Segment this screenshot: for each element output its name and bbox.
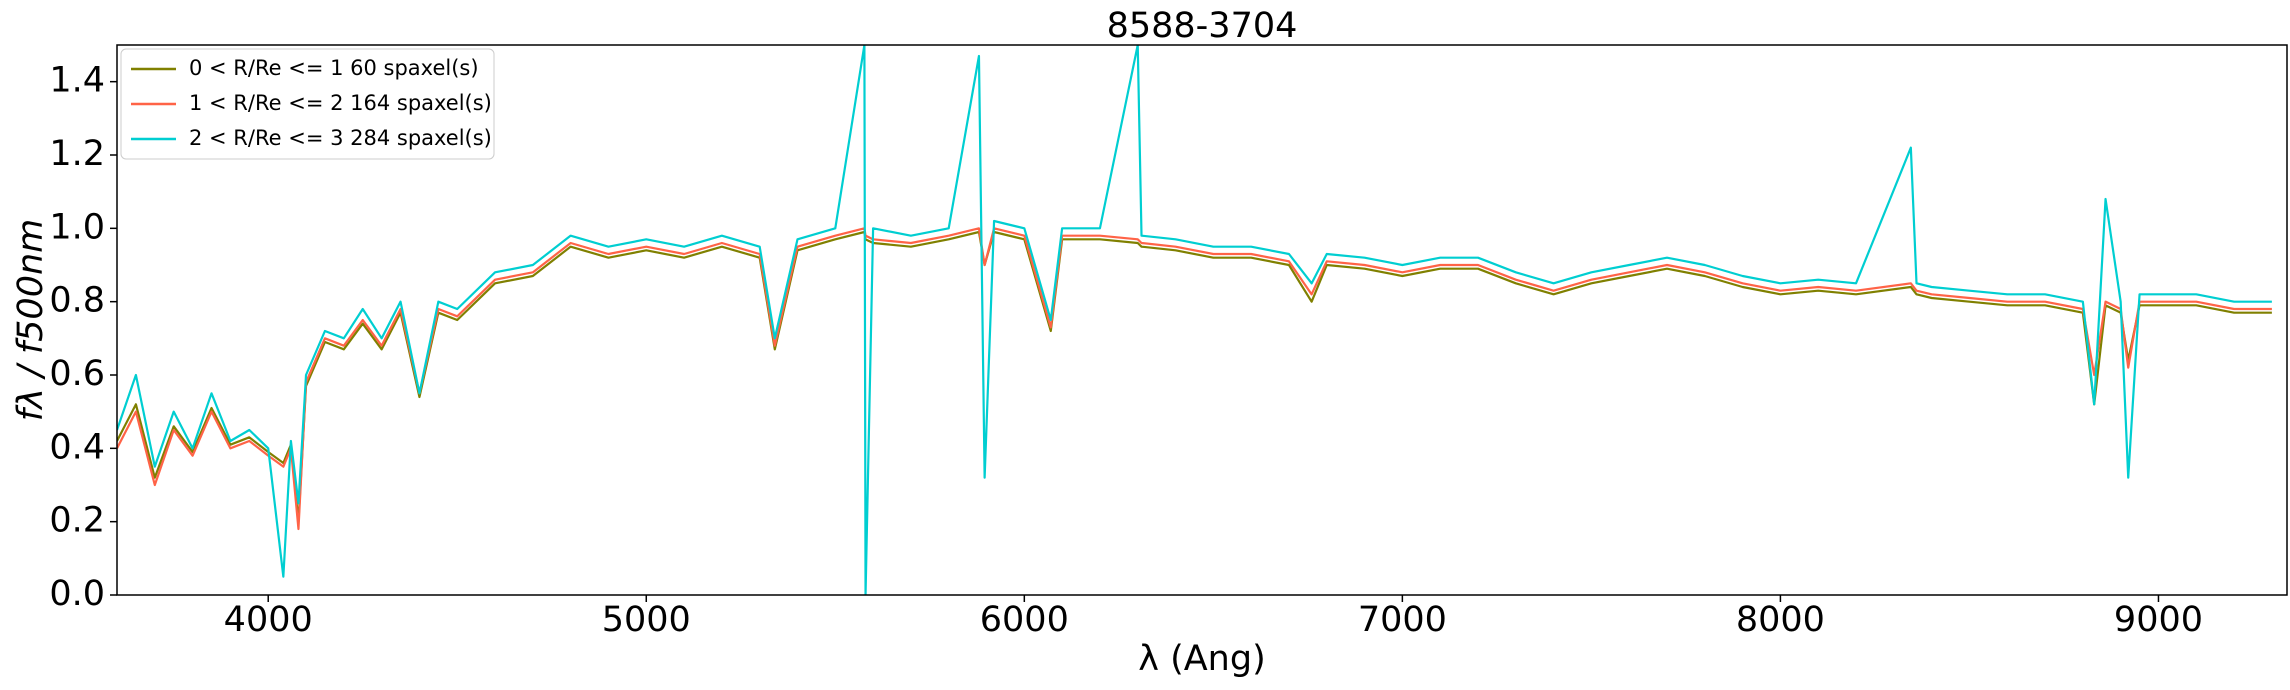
plot-frame — [116, 44, 2288, 596]
y-axis-label: fλ / f500nm — [11, 219, 51, 421]
y-tick-label: 1.2 — [49, 134, 105, 174]
plot-lines — [117, 45, 2272, 595]
y-tick-label: 0.2 — [49, 501, 105, 541]
x-axis-label: λ (Ang) — [1138, 639, 1266, 679]
legend-label: 2 < R/Re <= 3 284 spaxel(s) — [189, 126, 492, 150]
y-tick-label: 0.0 — [49, 574, 105, 614]
legend-label: 0 < R/Re <= 1 60 spaxel(s) — [189, 56, 479, 80]
spectrum-line — [117, 227, 2272, 531]
x-tick-label: 5000 — [602, 600, 691, 640]
x-tick-label: 7000 — [1358, 600, 1447, 640]
x-tick-label: 6000 — [980, 600, 1069, 640]
x-tick-label: 4000 — [224, 600, 313, 640]
chart-title: 8588-3704 — [1107, 6, 1298, 46]
y-tick-label: 0.8 — [49, 281, 105, 321]
x-tick-label: 8000 — [1736, 600, 1825, 640]
spectrum-line — [117, 230, 2272, 523]
y-tick-label: 0.4 — [49, 427, 105, 467]
y-tick-label: 1.4 — [49, 61, 105, 101]
legend-box — [120, 48, 495, 160]
spectrum-line — [117, 45, 2272, 595]
y-tick-label: 1.0 — [49, 207, 105, 247]
x-tick-label: 9000 — [2114, 600, 2203, 640]
y-tick-label: 0.6 — [49, 354, 105, 394]
legend-label: 1 < R/Re <= 2 164 spaxel(s) — [189, 91, 492, 115]
